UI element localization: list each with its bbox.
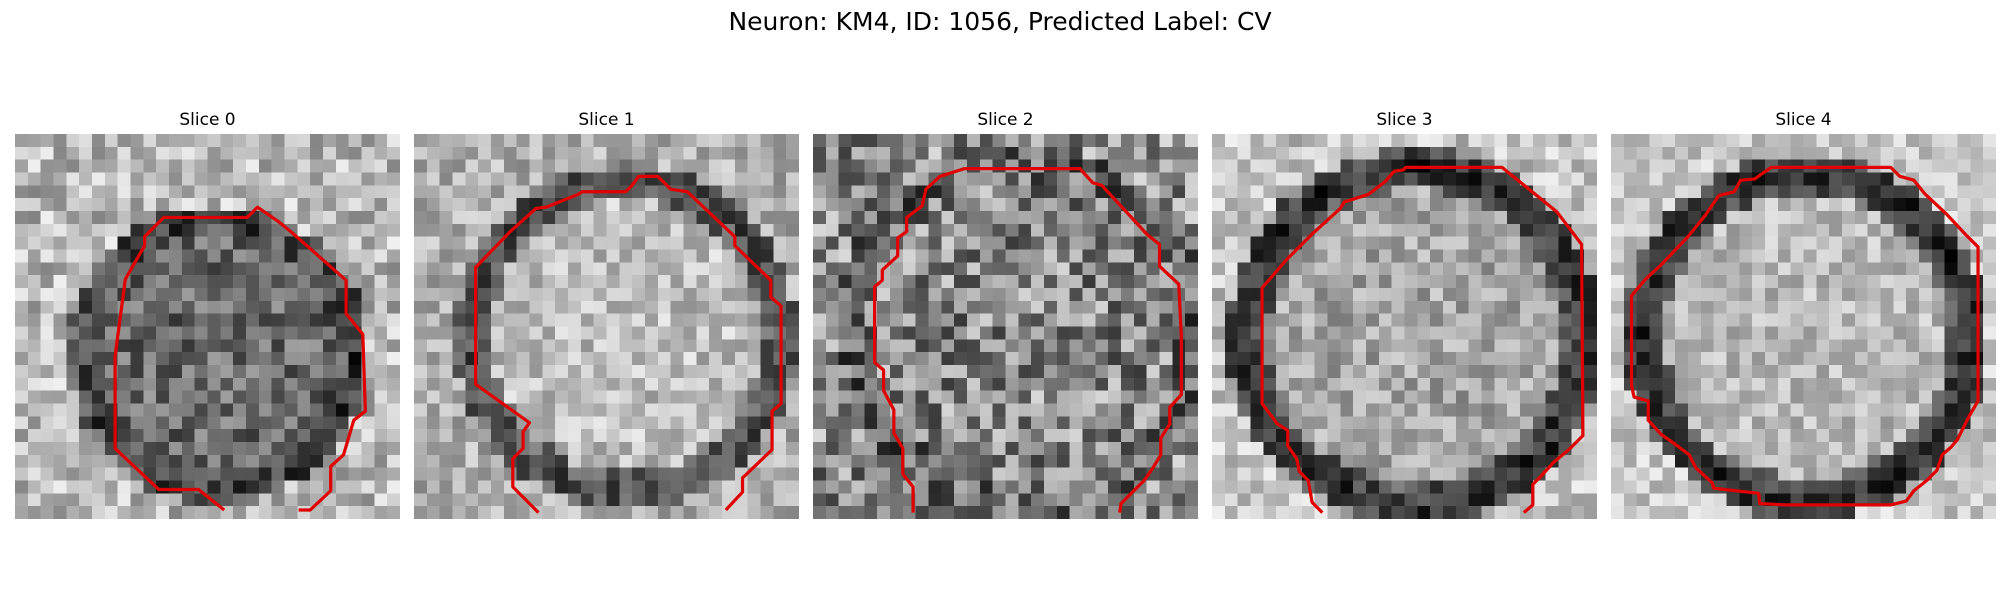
contour-overlay xyxy=(473,174,783,514)
slice-image xyxy=(1611,134,1996,519)
segmentation-contour xyxy=(1260,165,1585,514)
contour-overlay xyxy=(872,167,1183,513)
slice-image xyxy=(414,134,799,519)
segmentation-contour xyxy=(872,167,1183,513)
contour-overlay xyxy=(113,205,367,512)
grayscale-pixels xyxy=(813,134,1198,519)
slice-title: Slice 1 xyxy=(578,110,635,130)
segmentation-contour xyxy=(113,205,367,512)
grayscale-pixels xyxy=(1212,134,1597,519)
grayscale-pixels xyxy=(1611,134,1996,519)
slice-title: Slice 0 xyxy=(179,110,236,130)
segmentation-contour xyxy=(1629,165,1980,507)
grayscale-pixels xyxy=(414,134,799,519)
slice-title: Slice 2 xyxy=(977,110,1034,130)
slice-image xyxy=(15,134,400,519)
contour-overlay xyxy=(1629,165,1980,507)
contour-overlay xyxy=(1260,165,1585,514)
grayscale-pixels xyxy=(15,134,400,519)
slice-image xyxy=(813,134,1198,519)
slice-image xyxy=(1212,134,1597,519)
slice-title: Slice 4 xyxy=(1775,110,1832,130)
segmentation-contour xyxy=(473,174,783,514)
figure-title: Neuron: KM4, ID: 1056, Predicted Label: … xyxy=(728,7,1272,36)
slice-title: Slice 3 xyxy=(1376,110,1433,130)
